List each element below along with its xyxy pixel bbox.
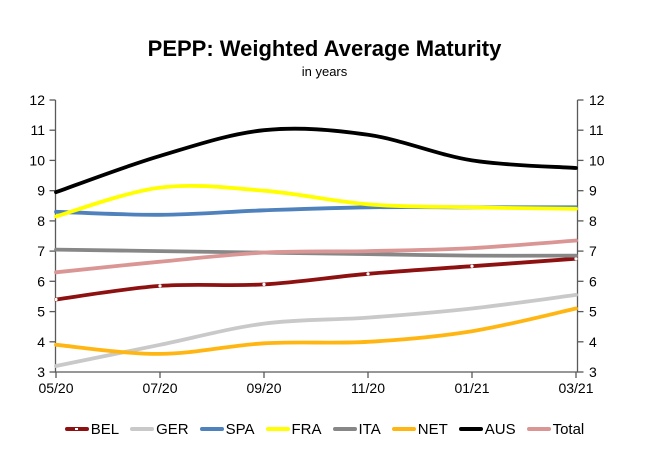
legend-label-net: NET <box>417 420 448 438</box>
legend-item-ita: ITA <box>332 420 381 438</box>
x-axis-label: 05/20 <box>38 380 73 396</box>
y-axis-label-right: 3 <box>589 364 597 380</box>
series-marker-bel <box>54 297 58 302</box>
legend-swatch-ger <box>130 427 155 431</box>
y-axis-label-left: 4 <box>37 334 45 350</box>
y-axis-label-right: 4 <box>589 334 597 350</box>
y-axis-label-right: 9 <box>589 183 597 199</box>
legend-label-ita: ITA <box>358 420 381 438</box>
legend-swatch-total <box>526 427 551 431</box>
chart-subtitle: in years <box>301 64 348 79</box>
y-axis-label-left: 11 <box>30 122 45 138</box>
series-marker-bel <box>262 282 266 286</box>
legend-item-spa: SPA <box>199 420 255 438</box>
series-marker-bel <box>158 284 162 288</box>
y-axis-label-left: 12 <box>29 92 45 108</box>
legend-swatch-net <box>391 427 416 431</box>
y-axis-label-right: 5 <box>589 304 597 320</box>
chart-title: PEPP: Weighted Average Maturity <box>147 36 502 61</box>
legend-item-ger: GER <box>130 422 189 437</box>
y-axis-label-right: 11 <box>589 122 604 138</box>
chart-legend: BEL GER SPA FRA ITA NET AUS Total <box>0 417 649 441</box>
legend-swatch-bel <box>64 427 89 431</box>
legend-item-aus: AUS <box>458 420 516 438</box>
legend-label-spa: SPA <box>225 420 255 438</box>
y-axis-label-right: 10 <box>589 152 605 168</box>
x-axis-label: 11/20 <box>351 380 385 396</box>
series-line-ger <box>54 293 578 368</box>
series-line-bel <box>54 256 578 302</box>
x-axis-label: 09/20 <box>246 380 281 396</box>
series-marker-bel <box>574 257 578 261</box>
legend-swatch-fra <box>265 427 290 431</box>
legend-label-aus: AUS <box>484 420 516 438</box>
legend-swatch-aus <box>458 427 483 431</box>
y-axis-label-left: 6 <box>37 273 45 289</box>
y-axis-label-left: 10 <box>29 152 45 168</box>
legend-swatch-marker-dot <box>74 428 78 430</box>
y-axis-label-right: 12 <box>589 92 605 108</box>
axis-frame <box>54 100 579 373</box>
y-axis-label-left: 8 <box>37 213 45 229</box>
y-axis-label-left: 9 <box>37 183 45 199</box>
legend-label-bel: BEL <box>90 420 120 438</box>
series-marker-bel <box>470 264 474 268</box>
y-axis-label-left: 3 <box>37 364 45 380</box>
legend-item-bel: BEL <box>64 420 120 438</box>
x-axis-label: 07/20 <box>142 380 177 396</box>
legend-item-net: NET <box>391 420 448 438</box>
legend-item-total: Total <box>526 420 585 438</box>
series-line-net <box>54 306 578 356</box>
y-axis-label-left: 7 <box>37 243 45 259</box>
y-axis-label-right: 6 <box>589 273 597 289</box>
legend-label-total: Total <box>552 420 585 438</box>
y-axis-label-right: 8 <box>589 213 597 229</box>
legend-swatch-ita <box>332 427 357 431</box>
series-marker-bel <box>366 272 370 276</box>
legend-item-fra: FRA <box>265 420 322 438</box>
legend-label-ger: GER <box>156 420 189 438</box>
x-axis-label: 01/21 <box>454 380 489 396</box>
legend-label-fra: FRA <box>291 420 322 438</box>
y-axis-label-left: 5 <box>37 304 45 320</box>
series-line-fra <box>54 183 578 219</box>
series-line-aus <box>54 126 578 195</box>
legend-swatch-spa <box>199 427 224 431</box>
x-axis-label: 03/21 <box>558 380 593 396</box>
y-axis-label-right: 7 <box>589 243 597 259</box>
series-line-total <box>54 238 578 275</box>
